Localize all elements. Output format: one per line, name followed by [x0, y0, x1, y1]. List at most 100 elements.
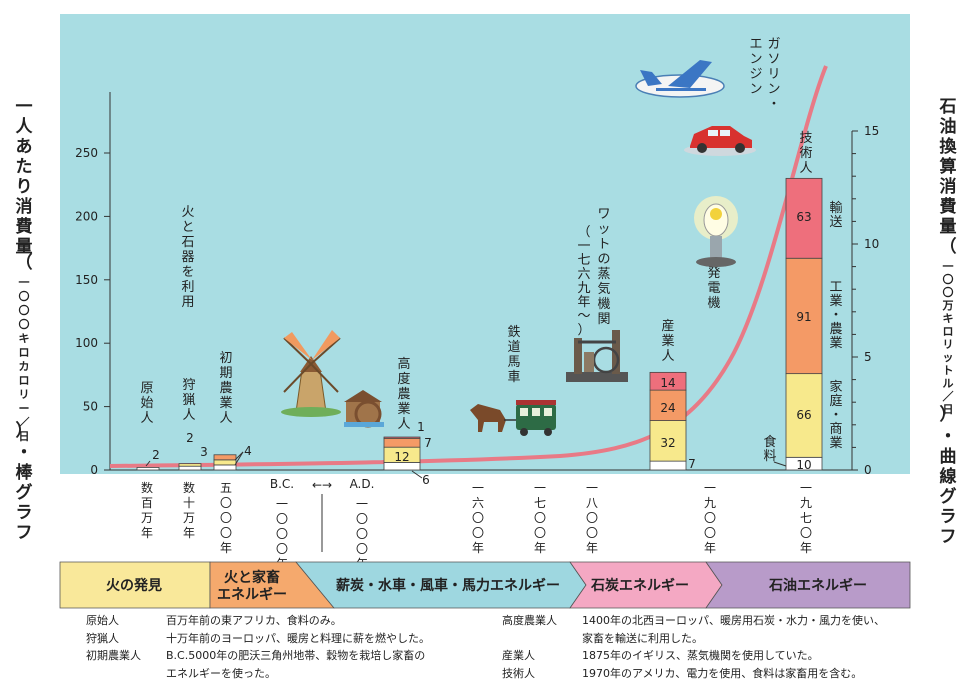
- segment-category-label: 家庭・商業: [829, 379, 842, 451]
- x-tick-label: 一七〇〇年: [534, 481, 546, 555]
- bar-value-label: 24: [660, 401, 675, 415]
- bar-value-label: 63: [796, 210, 811, 224]
- right-tick-label: 15: [864, 124, 879, 138]
- water-wheel-icon: [344, 390, 384, 428]
- annotations: 2 32461271732241410669163食料家庭・商業工業・農業輸送火と…: [145, 37, 843, 487]
- bar-segment: [785, 257, 823, 375]
- bar-value-label: 1: [417, 420, 425, 434]
- era-band: 火の発見 火と家畜エネルギー 薪炭・水車・風車・馬力エネルギー 石炭エネルギー 石油エネ…: [59, 561, 911, 609]
- note-row: 産業人 1875年のイギリス、蒸気機関を使用していた。: [502, 647, 885, 665]
- bar-value-label: 2: [186, 431, 194, 445]
- bar-value-label: 12: [394, 450, 409, 464]
- note-term: 初期農業人: [86, 649, 141, 662]
- note-term: 産業人: [502, 649, 535, 662]
- segment-category-label: 工業・農業: [829, 280, 842, 351]
- annotation-gasoline-1: ガソリン・: [767, 37, 780, 112]
- x-tick-label: 一九〇〇年: [704, 481, 716, 555]
- bar-segment: [213, 464, 237, 471]
- oil-consumption-curve: [109, 65, 828, 468]
- note-row: 原始人 百万年前の東アフリカ、食料のみ。: [86, 612, 430, 630]
- note-row: 高度農業人 1400年の北西ヨーロッパ、暖房用石炭・水力・風力を使い、: [502, 612, 885, 630]
- right-axis-suffix: ・曲線グラフ: [940, 427, 957, 547]
- horse-tram-icon: [470, 400, 556, 436]
- bar-segment: [785, 177, 823, 259]
- note-term: 原始人: [86, 614, 119, 627]
- x-tick-label: B.C.: [270, 477, 294, 491]
- bar-name: 技術人: [799, 131, 812, 176]
- right-axis-label: 石油換算消費量（ 一〇〇万キロリットル／日） ・曲線グラフ: [939, 97, 958, 547]
- bar-name: 狩猟人: [182, 378, 195, 423]
- note-term: 技術人: [502, 666, 535, 680]
- left-axis-title: 一人あたり消費量: [16, 97, 34, 257]
- x-tick-label: 一〇〇〇年: [276, 497, 288, 571]
- x-tick-label: 一九七〇年: [800, 481, 812, 555]
- right-axis: 0 5 10 15: [851, 124, 879, 477]
- car-icon: [684, 126, 756, 156]
- right-axis-unit: 一〇〇万キロリットル／日: [942, 260, 954, 416]
- bar-value-label: 66: [796, 408, 811, 422]
- bar-value-label: 6: [422, 473, 430, 487]
- right-tick-label: 5: [864, 350, 872, 364]
- era-label: 火の発見: [106, 577, 162, 594]
- windmill-icon: [281, 330, 341, 417]
- left-tick-label: 100: [75, 336, 98, 350]
- annotation-gasoline-2: エンジン: [749, 37, 762, 97]
- note-text: B.C.5000年の肥沃三角州地帯、穀物を栽培し家畜の: [166, 649, 426, 662]
- annotation-fire-stone: 火と石器を利用: [181, 205, 194, 310]
- bar-segment: [383, 436, 421, 439]
- leader-line: [773, 461, 787, 467]
- bar-value-label: 3: [200, 445, 208, 459]
- bar-segment: [785, 373, 823, 458]
- right-tick-label: 0: [864, 463, 872, 477]
- note-term: 狩猟人: [86, 631, 119, 645]
- note-row: 技術人 1970年のアメリカ、電力を使用、食料は家畜用を含む。: [502, 665, 885, 683]
- stacked-bars: 原始人 狩猟人 初期農業人 高度農業人 産業人 技術人: [136, 131, 823, 471]
- left-axis-suffix: ・棒グラフ: [16, 443, 34, 543]
- left-axis-label: 一人あたり消費量（ 一〇〇〇キロカロリー／日） ・棒グラフ: [16, 97, 34, 543]
- right-axis-title: 石油換算消費量: [939, 97, 958, 237]
- left-tick-label: 0: [90, 463, 98, 477]
- light-bulb-icon: [694, 196, 738, 267]
- segment-category-label: 食料: [763, 434, 776, 464]
- bar-value-label: 32: [660, 436, 675, 450]
- bar-segment: [213, 454, 237, 461]
- segment-category-label: 輸送: [829, 201, 842, 230]
- bar-value-label: 91: [796, 310, 811, 324]
- x-tick-label: 数百万年: [141, 480, 153, 540]
- bar-segment: [649, 371, 687, 391]
- note-term: [86, 665, 166, 683]
- era-label: 石炭エネルギー: [590, 577, 689, 594]
- annotation-horse-tram: 鉄道馬車: [507, 325, 520, 385]
- bar-value-label: 10: [796, 458, 811, 472]
- leader-line: [411, 470, 423, 479]
- bar-segment: [383, 437, 421, 448]
- left-axis-unit: 一〇〇〇キロカロリー／日: [19, 276, 30, 443]
- bar-value-label: 7: [424, 436, 432, 450]
- x-tick-label: A.D.: [350, 477, 375, 491]
- note-text: 1875年のイギリス、蒸気機関を使用していた。: [582, 649, 819, 662]
- x-tick-label: 一六〇〇年: [472, 481, 484, 555]
- annotation-watt-engine: ワットの蒸気機関: [597, 207, 610, 327]
- x-tick-label: 五〇〇〇年: [220, 481, 232, 555]
- note-term: 高度農業人: [502, 614, 557, 627]
- bar-segment: [213, 459, 237, 466]
- left-axis-paren-open: （: [16, 252, 33, 273]
- x-tick-label: 一〇〇〇年: [356, 497, 368, 571]
- bar-name: 原始人: [140, 381, 153, 426]
- notes-left: 原始人 百万年前の東アフリカ、食料のみ。 狩猟人 十万年前のヨーロッパ、暖房と料理に薪…: [86, 612, 430, 682]
- steam-engine-icon: [566, 330, 628, 382]
- annotation-generator: 発電機: [707, 266, 720, 311]
- leader-line: [234, 451, 244, 466]
- bar-name: 初期農業人: [219, 351, 232, 426]
- left-axis-paren-close: ）: [16, 420, 33, 441]
- plot-background: [60, 14, 910, 474]
- notes-right: 高度農業人 1400年の北西ヨーロッパ、暖房用石炭・水力・風力を使い、 家畜を輸送に…: [502, 612, 885, 682]
- note-text: 1400年の北西ヨーロッパ、暖房用石炭・水力・風力を使い、: [582, 614, 885, 627]
- left-tick-label: 200: [75, 209, 98, 223]
- note-text: 家畜を輸送に利用した。: [582, 631, 703, 645]
- bar-segment: [178, 463, 202, 467]
- bar-segment: [178, 465, 202, 471]
- era-label: 薪炭・水車・風車・馬力エネルギー: [336, 577, 560, 594]
- leader-line: [145, 460, 151, 467]
- bar-value-label: 4: [244, 444, 252, 458]
